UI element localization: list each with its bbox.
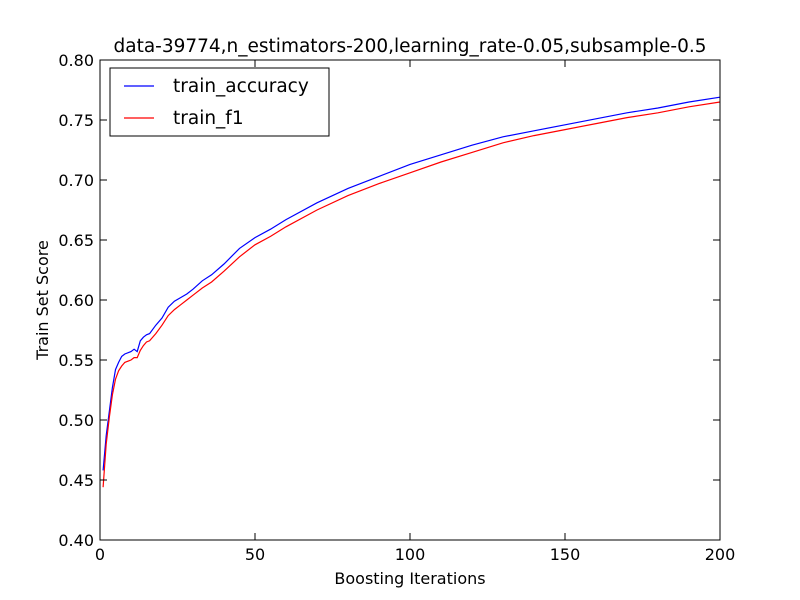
y-tick-label: 0.80 bbox=[58, 51, 94, 70]
legend-label-train-accuracy: train_accuracy bbox=[173, 76, 309, 97]
x-tick-label: 50 bbox=[245, 545, 265, 564]
legend-box bbox=[109, 67, 330, 137]
series-line-train-accuracy bbox=[102, 96, 721, 471]
y-tick-label: 0.50 bbox=[58, 411, 94, 430]
y-tick-label: 0.45 bbox=[58, 471, 94, 490]
x-tick-label: 0 bbox=[95, 545, 105, 564]
x-tick-label: 200 bbox=[705, 545, 736, 564]
x-tick-label: 150 bbox=[550, 545, 581, 564]
y-tick-label: 0.40 bbox=[58, 531, 94, 550]
x-axis-label: Boosting Iterations bbox=[334, 569, 485, 588]
chart-title: data-39774,n_estimators-200,learning_rat… bbox=[113, 36, 706, 57]
plot-series-group bbox=[102, 96, 721, 488]
x-tick-label: 100 bbox=[395, 545, 426, 564]
y-tick-label: 0.60 bbox=[58, 291, 94, 310]
axis-ticks-group bbox=[99, 59, 721, 541]
y-tick-label: 0.55 bbox=[58, 351, 94, 370]
legend-label-train-f1: train_f1 bbox=[173, 108, 244, 129]
legend: train_accuracy train_f1 bbox=[109, 67, 330, 137]
axis-tick-labels-group: 0 50 100 150 200 0.40 0.45 0.50 0.55 0.60 0.65 0.70… bbox=[58, 51, 735, 564]
y-axis-label: Train Set Score bbox=[33, 240, 52, 361]
y-tick-label: 0.75 bbox=[58, 111, 94, 130]
y-tick-label: 0.70 bbox=[58, 171, 94, 190]
y-tick-label: 0.65 bbox=[58, 231, 94, 250]
series-line-train-f1 bbox=[102, 101, 721, 488]
